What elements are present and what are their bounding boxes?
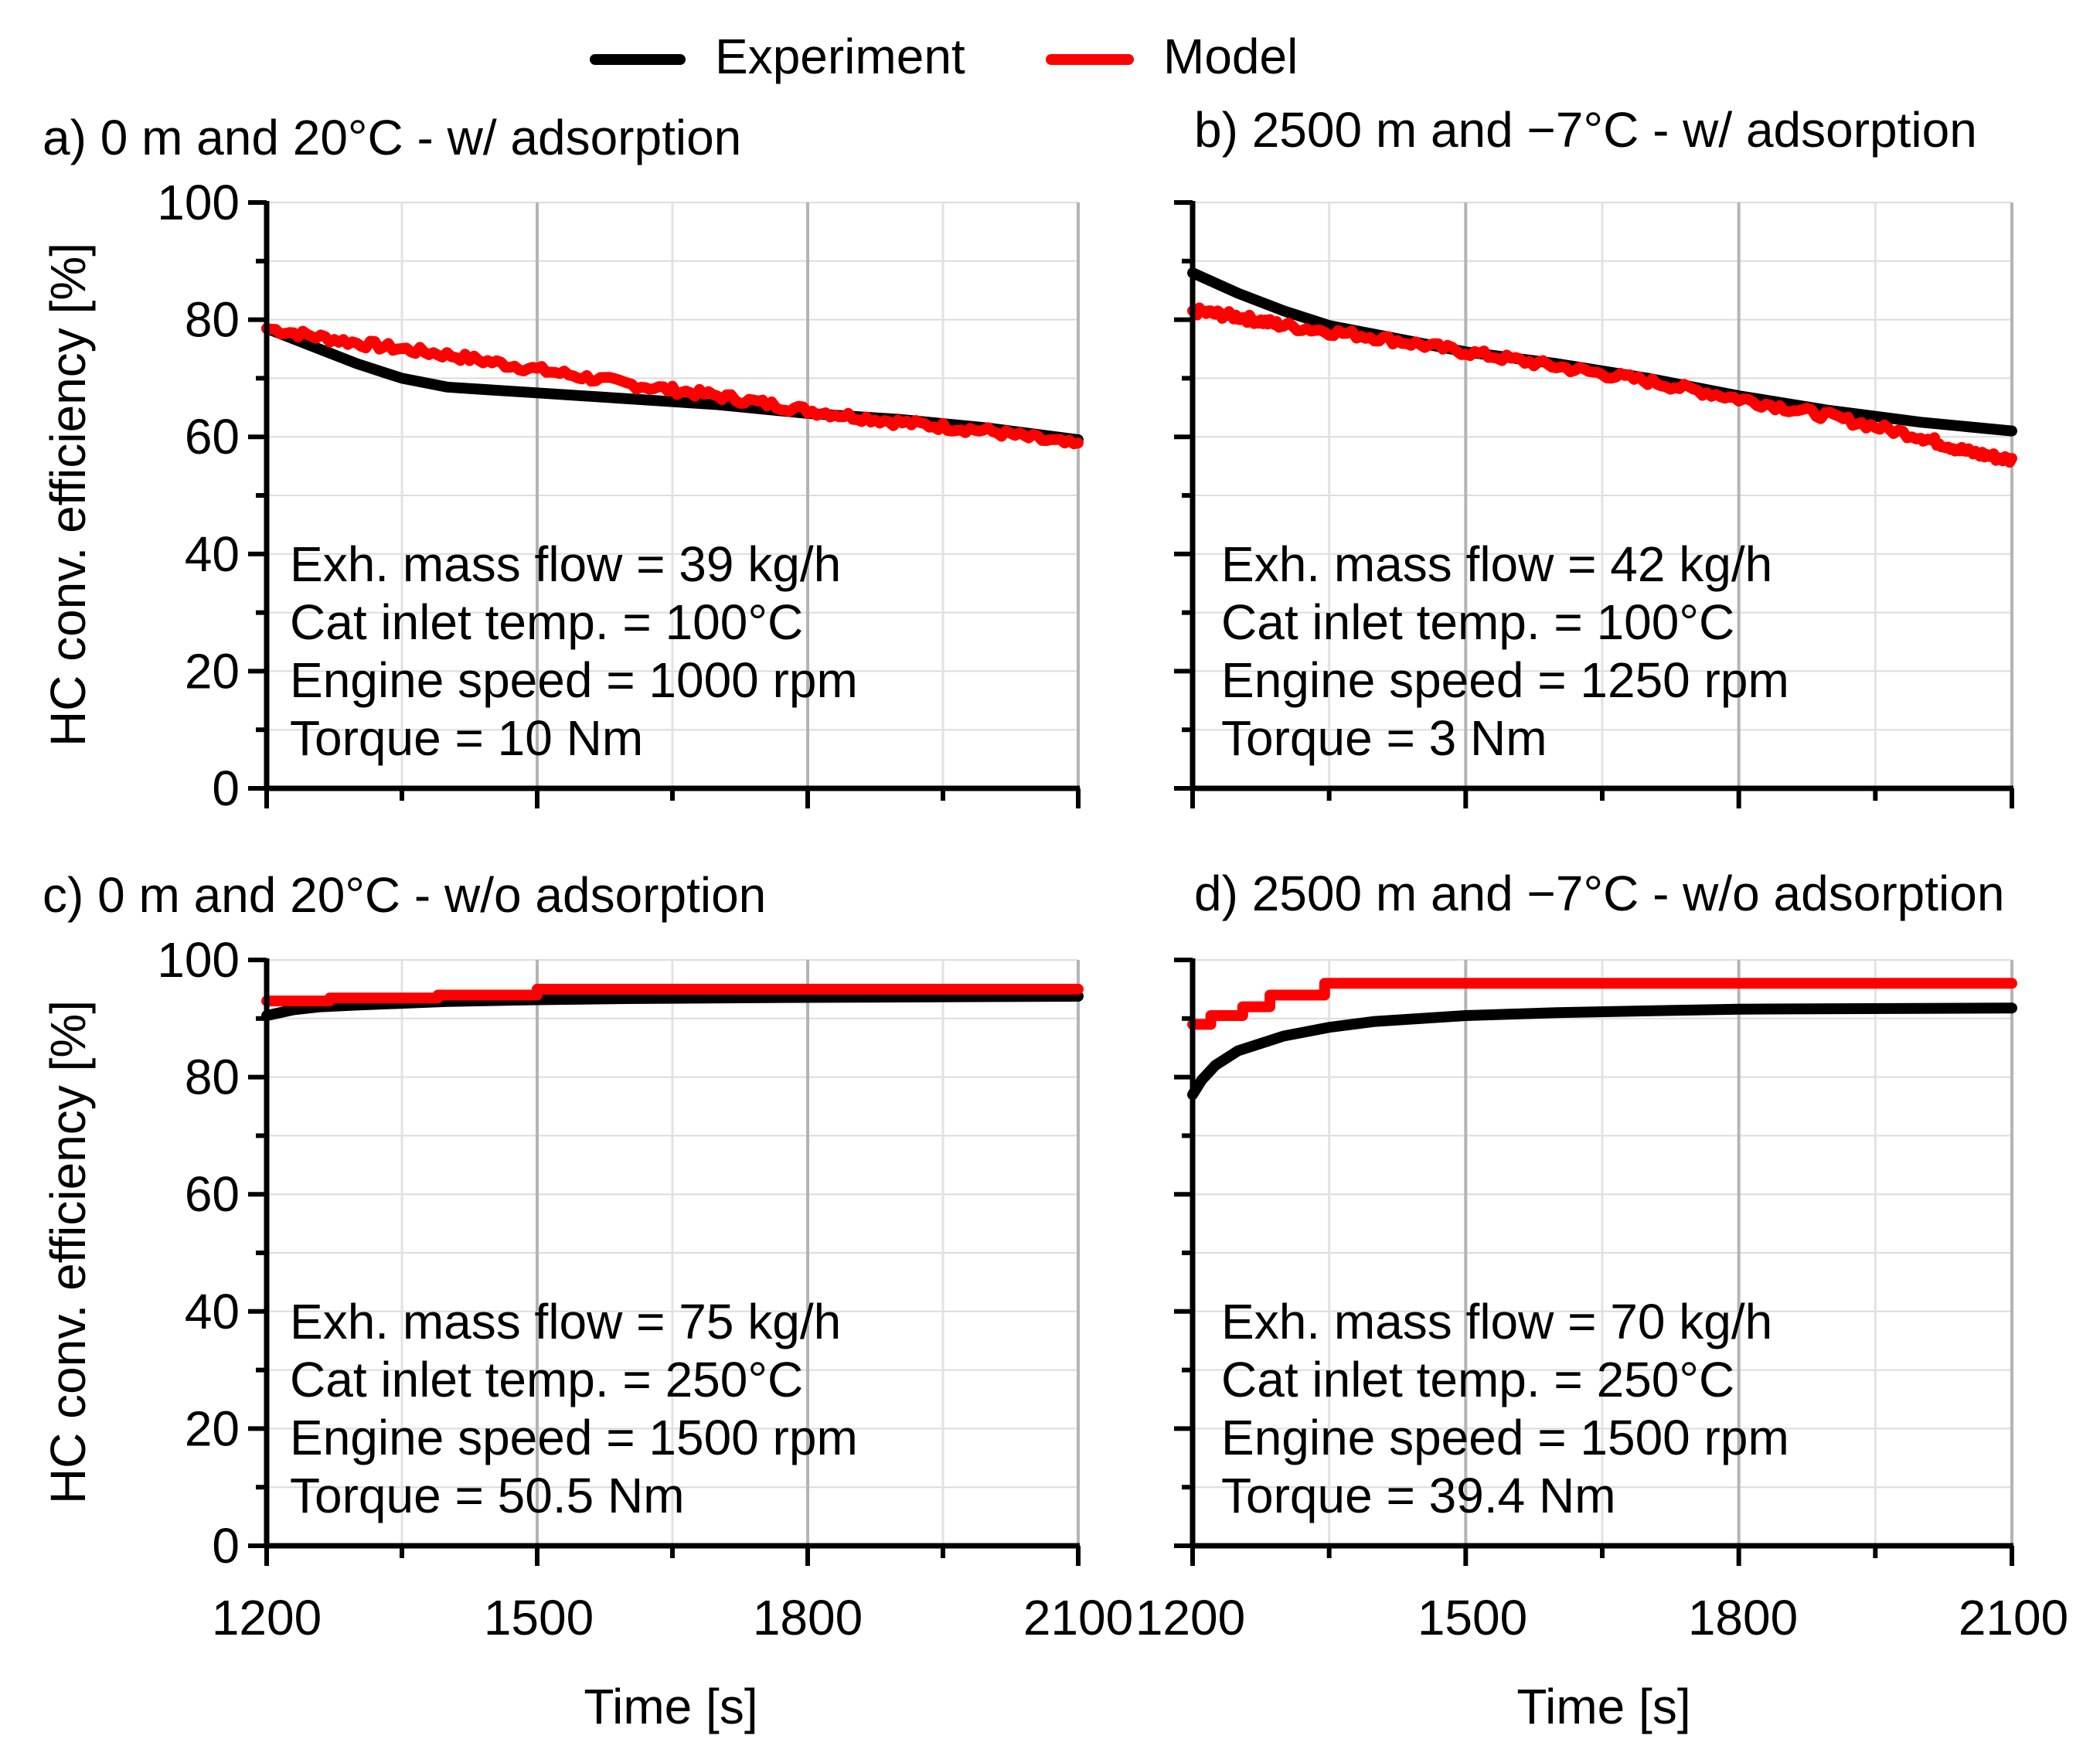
y-tick-label: 60 xyxy=(185,1166,240,1222)
panel-c-annotations: Exh. mass flow = 75 kg/h Cat inlet temp.… xyxy=(290,1294,858,1523)
panel-d-grid xyxy=(1193,959,2013,1546)
annotation-inlet-temp: Cat inlet temp. = 100°C xyxy=(1221,594,1734,650)
panel-a-series xyxy=(261,323,1084,450)
annotation-torque: Torque = 10 Nm xyxy=(290,710,643,766)
y-tick-label: 100 xyxy=(157,175,240,230)
panel-b-axes xyxy=(1174,200,2014,808)
panel-d-title: d) 2500 m and −7°C - w/o adsorption xyxy=(1194,866,2004,921)
annotation-engine-speed: Engine speed = 1500 rpm xyxy=(1221,1410,1789,1465)
x-tick-labels-left: 1200 1500 1800 2100 xyxy=(212,1590,1133,1645)
y-tick-label: 20 xyxy=(185,1400,240,1456)
panel-a-grid xyxy=(267,202,1080,788)
panel-d-axes xyxy=(1174,958,2014,1566)
x-tick-label: 2100 xyxy=(1959,1590,2068,1645)
y-axis-label-bottom: HC conv. efficiency [%] xyxy=(40,1000,96,1504)
x-tick-label: 1200 xyxy=(212,1590,322,1645)
annotation-mass-flow: Exh. mass flow = 42 kg/h xyxy=(1221,536,1772,592)
x-axis-label-left: Time [s] xyxy=(584,1679,757,1734)
y-tick-label: 80 xyxy=(185,1050,240,1105)
model-series-line xyxy=(1187,302,2017,468)
y-tick-label: 80 xyxy=(185,292,240,348)
legend-experiment-label: Experiment xyxy=(715,29,965,84)
annotation-mass-flow: Exh. mass flow = 70 kg/h xyxy=(1221,1294,1772,1349)
panel-a-title: a) 0 m and 20°C - w/ adsorption xyxy=(43,110,741,165)
y-tick-label: 0 xyxy=(212,761,240,816)
panel-d-annotations: Exh. mass flow = 70 kg/h Cat inlet temp.… xyxy=(1221,1294,1789,1523)
annotation-inlet-temp: Cat inlet temp. = 100°C xyxy=(290,594,803,650)
panel-b-grid xyxy=(1193,202,2013,788)
annotation-inlet-temp: Cat inlet temp. = 250°C xyxy=(290,1352,803,1407)
x-tick-label: 2100 xyxy=(1023,1590,1133,1645)
y-tick-label: 40 xyxy=(185,526,240,582)
x-tick-label: 1500 xyxy=(1418,1590,1527,1645)
panel-b-title: b) 2500 m and −7°C - w/ adsorption xyxy=(1194,102,1977,158)
y-axis-label-top: HC conv. efficiency [%] xyxy=(40,243,96,747)
legend-model-label: Model xyxy=(1163,29,1298,84)
panel-a-y-tick-labels: 0 20 40 60 80 100 xyxy=(157,175,240,816)
annotation-mass-flow: Exh. mass flow = 39 kg/h xyxy=(290,536,841,592)
model-series-line xyxy=(261,323,1084,450)
panel-b-series xyxy=(1187,267,2017,468)
panel-c-series xyxy=(261,983,1084,1021)
panel-c: 0 20 40 60 80 100 Exh. mass flow = 75 kg/h Ca… xyxy=(157,932,1084,1574)
x-tick-label: 1800 xyxy=(753,1590,863,1645)
annotation-inlet-temp: Cat inlet temp. = 250°C xyxy=(1221,1352,1734,1407)
annotation-mass-flow: Exh. mass flow = 75 kg/h xyxy=(290,1294,841,1349)
x-tick-label: 1500 xyxy=(484,1590,594,1645)
y-tick-label: 20 xyxy=(185,643,240,699)
panel-b: Exh. mass flow = 42 kg/h Cat inlet temp.… xyxy=(1174,200,2017,808)
annotation-torque: Torque = 50.5 Nm xyxy=(290,1468,685,1523)
x-tick-labels-right: 1200 1500 1800 2100 xyxy=(1135,1590,2068,1645)
legend: Experiment Model xyxy=(590,29,1298,84)
y-tick-label: 100 xyxy=(157,932,240,988)
annotation-engine-speed: Engine speed = 1000 rpm xyxy=(290,652,858,708)
panel-c-axes xyxy=(248,958,1081,1566)
x-axis-label-right: Time [s] xyxy=(1516,1679,1690,1734)
y-tick-label: 60 xyxy=(185,409,240,465)
panel-d-series xyxy=(1187,978,2017,1101)
experiment-series-line xyxy=(1187,1002,2017,1101)
model-series-line xyxy=(1187,978,2017,1030)
annotation-torque: Torque = 39.4 Nm xyxy=(1221,1468,1616,1523)
panel-a: 0 20 40 60 80 100 Exh. mass flow = 39 kg/h Ca… xyxy=(157,175,1084,816)
panel-b-annotations: Exh. mass flow = 42 kg/h Cat inlet temp.… xyxy=(1221,536,1789,766)
annotation-torque: Torque = 3 Nm xyxy=(1221,710,1547,766)
panel-a-axes xyxy=(248,200,1081,808)
x-tick-label: 1200 xyxy=(1135,1590,1245,1645)
panel-c-grid xyxy=(267,959,1080,1546)
panel-a-annotations: Exh. mass flow = 39 kg/h Cat inlet temp.… xyxy=(290,536,858,766)
panel-d: Exh. mass flow = 70 kg/h Cat inlet temp.… xyxy=(1174,958,2017,1566)
x-tick-label: 1800 xyxy=(1688,1590,1798,1645)
annotation-engine-speed: Engine speed = 1500 rpm xyxy=(290,1410,858,1465)
panel-c-y-tick-labels: 0 20 40 60 80 100 xyxy=(157,932,240,1574)
y-tick-label: 40 xyxy=(185,1284,240,1339)
annotation-engine-speed: Engine speed = 1250 rpm xyxy=(1221,652,1789,708)
model-series-line xyxy=(261,983,1084,1007)
y-tick-label: 0 xyxy=(212,1518,240,1574)
panel-c-title: c) 0 m and 20°C - w/o adsorption xyxy=(43,867,766,923)
